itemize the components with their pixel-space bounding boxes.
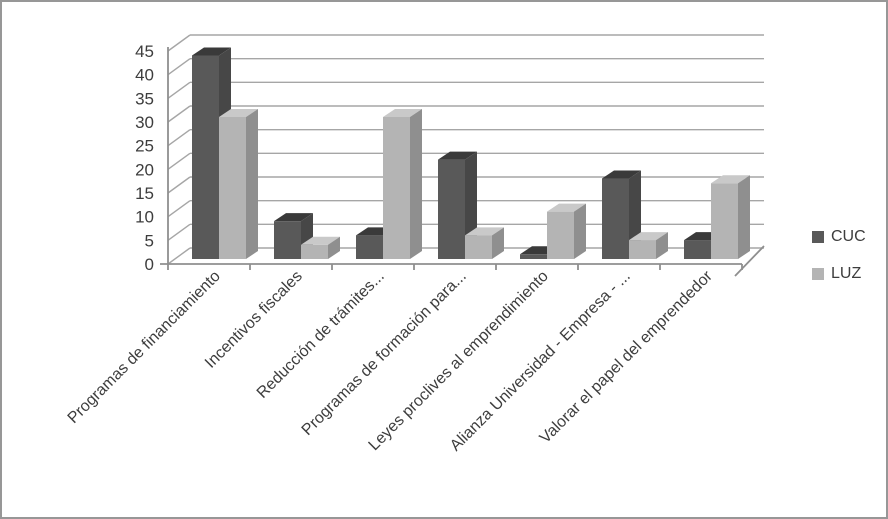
bar-luz-2-top (383, 109, 422, 117)
bar-cuc-0-top (192, 47, 231, 56)
bar-luz-2-side (410, 109, 422, 259)
grid-connector-30 (167, 105, 191, 123)
legend-swatch-cuc (812, 231, 824, 243)
bar-luz-5-front (629, 240, 656, 259)
category-label-3: Programas de formación para... (299, 268, 470, 439)
bar-luz-2-front (383, 117, 410, 259)
bar-luz-6-side (738, 175, 750, 259)
legend-swatch-luz (812, 268, 824, 280)
bar-cuc-1-top (274, 213, 313, 222)
legend: CUC LUZ (812, 228, 866, 304)
bar-cuc-2-front (356, 235, 383, 259)
legend-label-luz: LUZ (831, 265, 862, 282)
bar-luz-3-top (465, 227, 504, 236)
bar-cuc-1-front (274, 221, 301, 259)
y-tick-label-20: 20 (135, 160, 154, 179)
legend-label-cuc: CUC (831, 228, 866, 245)
y-tick-label-45: 45 (135, 42, 154, 61)
grid-connector-10 (167, 200, 191, 218)
bar-cuc-0-front (192, 55, 219, 259)
y-tick-label-5: 5 (145, 231, 154, 250)
legend-item-luz: LUZ (812, 265, 866, 282)
category-label-0: Programas de financiamiento (65, 268, 224, 427)
bar-cuc-3-top (438, 151, 477, 160)
grid-connector-35 (167, 81, 191, 99)
bar-luz-4-front (547, 211, 574, 259)
y-tick-label-25: 25 (135, 137, 154, 156)
grid-connector-45 (167, 34, 191, 52)
bar-luz-0-side (246, 109, 258, 259)
category-label-5: Alianza Universidad - Empresa - ... (447, 268, 634, 455)
grid-connector-15 (167, 176, 191, 194)
legend-item-cuc: CUC (812, 228, 866, 245)
bar-luz-0-front (219, 117, 246, 259)
y-tick-label-40: 40 (135, 66, 154, 85)
bar-cuc-3-front (438, 159, 465, 259)
bar-luz-1-top (301, 236, 340, 245)
y-tick-label-30: 30 (135, 113, 154, 132)
bar-luz-5-side (656, 232, 668, 259)
grid-connector-0 (167, 247, 191, 265)
bar-luz-0-top (219, 109, 258, 117)
grid-connector-25 (167, 129, 191, 147)
y-tick-label-35: 35 (135, 89, 154, 108)
bar-cuc-5-front (602, 178, 629, 259)
bar-luz-1-side (328, 236, 340, 259)
y-tick-label-10: 10 (135, 208, 154, 227)
bar-luz-4-side (574, 203, 586, 259)
bar-luz-1-front (301, 244, 328, 259)
bar-luz-6-front (711, 183, 738, 259)
bar-cuc-6-front (684, 240, 711, 259)
grid-connector-20 (167, 152, 191, 170)
bar-luz-5-top (629, 232, 668, 241)
bar-luz-3-front (465, 235, 492, 259)
grid-connector-5 (167, 223, 191, 241)
grid-connector-40 (167, 58, 191, 76)
category-label-4: Leyes proclives al emprendimiento (366, 268, 552, 454)
bar-luz-6-top (711, 175, 750, 184)
depth-axis-line (734, 245, 765, 277)
bar-cuc-5-top (602, 170, 641, 179)
y-tick-label-0: 0 (145, 255, 154, 274)
category-label-6: Valorar el papel del emprendedor (537, 267, 717, 447)
bar-luz-3-side (492, 227, 504, 259)
bar-luz-4-top (547, 203, 586, 212)
y-tick-label-15: 15 (135, 184, 154, 203)
bar-cuc-4-front (520, 254, 547, 259)
